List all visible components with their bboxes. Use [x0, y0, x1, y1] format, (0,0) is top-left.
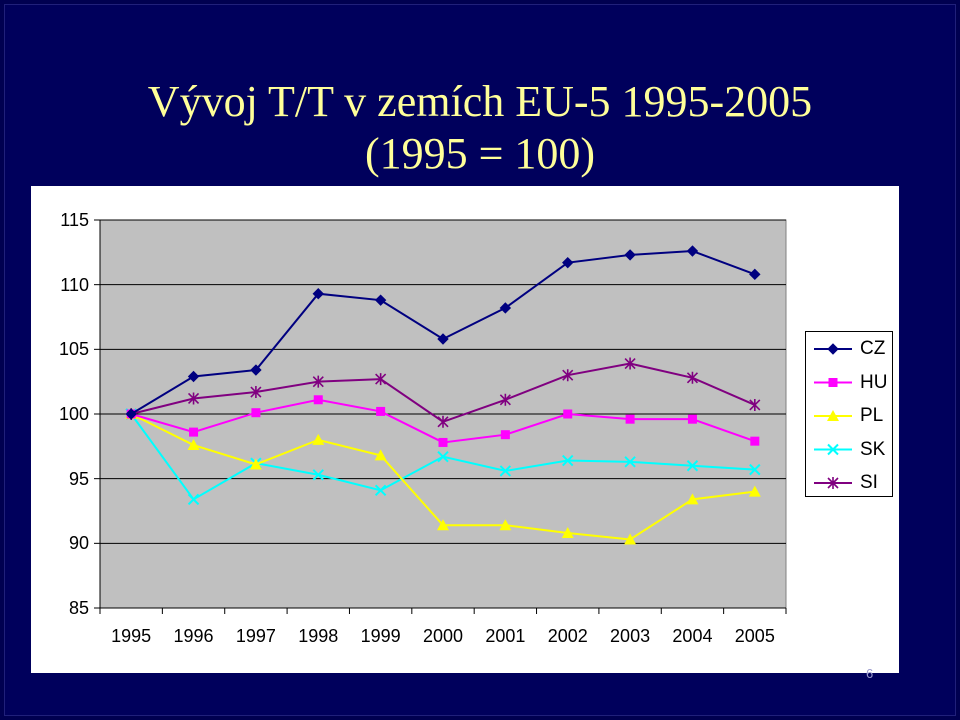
data-point: [563, 409, 573, 419]
data-point: [561, 526, 574, 538]
data-point: [499, 465, 512, 477]
legend-swatch-si: [814, 477, 852, 489]
y-tick-label: 95: [68, 468, 89, 489]
series-cz: [125, 245, 761, 420]
legend-swatches: [814, 343, 852, 489]
data-point: [500, 430, 510, 440]
series-sk: [125, 408, 761, 506]
data-point: [624, 533, 637, 545]
legend-swatch-sk: [814, 443, 852, 456]
data-point: [312, 288, 324, 300]
data-point: [562, 256, 574, 269]
data-point: [624, 357, 636, 370]
legend-label-si: SI: [860, 472, 878, 493]
data-point: [374, 449, 387, 461]
x-tick-label: 1995: [111, 626, 152, 646]
data-point: [827, 443, 839, 456]
data-point: [749, 398, 761, 411]
data-point: [437, 519, 449, 531]
data-point: [375, 373, 387, 386]
data-point: [686, 371, 699, 384]
data-point: [125, 408, 137, 420]
data-point: [187, 392, 200, 405]
data-point: [562, 369, 574, 382]
data-point: [750, 436, 760, 446]
x-tick-label: 2001: [485, 626, 526, 646]
y-tick-label: 90: [68, 533, 89, 554]
data-point: [187, 439, 200, 451]
data-point: [437, 333, 449, 345]
slide-title: Vývoj T/T v zemích EU-5 1995-2005 (1995 …: [0, 76, 960, 180]
data-point: [250, 364, 262, 376]
data-point: [749, 463, 761, 476]
data-point: [827, 343, 839, 355]
y-tick-label: 110: [60, 274, 89, 295]
data-point: [249, 458, 262, 470]
data-point: [625, 414, 635, 424]
x-tick-label: 2005: [734, 626, 775, 646]
data-point: [827, 477, 839, 489]
data-point: [312, 433, 325, 445]
chart-legend: CZ HU PL SK SI: [805, 331, 893, 497]
series-si: [125, 357, 761, 428]
data-point: [374, 484, 387, 497]
x-tick-label: 1998: [298, 626, 339, 646]
y-tick-label: 100: [58, 404, 89, 424]
data-point: [250, 386, 262, 399]
y-tick-label: 85: [68, 598, 89, 618]
legend-label-hu: HU: [860, 371, 888, 393]
x-tick-label: 1996: [173, 626, 214, 646]
data-point: [686, 245, 699, 257]
legend-swatch-hu: [814, 378, 852, 387]
x-tick-label: 2000: [422, 626, 464, 646]
data-point: [827, 410, 839, 421]
data-point: [437, 415, 449, 428]
data-point: [499, 302, 512, 314]
data-point: [187, 493, 200, 506]
title-line-1: Vývoj T/T v zemích EU-5 1995-2005: [147, 77, 813, 126]
legend-label-sk: SK: [860, 438, 886, 460]
page-number: 6: [866, 666, 874, 681]
x-tick-label: 1999: [360, 626, 401, 646]
data-point: [312, 375, 324, 388]
legend-swatch-pl: [814, 410, 852, 421]
data-point: [313, 395, 323, 405]
data-point: [687, 414, 697, 424]
data-point: [624, 249, 636, 261]
x-tick-label: 1997: [235, 626, 276, 646]
legend-swatch-cz: [814, 343, 852, 355]
data-point: [748, 485, 761, 497]
data-point: [376, 406, 386, 416]
data-point: [686, 493, 699, 505]
data-point: [251, 408, 261, 418]
legend-label-pl: PL: [860, 405, 884, 426]
data-point: [749, 268, 761, 281]
data-point: [187, 370, 200, 383]
data-point: [562, 454, 574, 467]
data-point: [828, 378, 838, 387]
data-point: [437, 450, 449, 463]
data-point: [438, 437, 448, 447]
legend-label-cz: CZ: [860, 338, 886, 359]
data-point: [499, 519, 512, 531]
title-line-2: (1995 = 100): [364, 129, 596, 178]
x-tick-label: 2002: [547, 626, 588, 646]
x-tick-label: 2003: [610, 626, 651, 646]
data-point: [312, 469, 324, 481]
data-point: [624, 456, 636, 468]
y-tick-label: 115: [60, 210, 89, 230]
data-point: [374, 294, 387, 306]
y-tick-label: 105: [58, 339, 89, 360]
x-tick-label: 2004: [672, 626, 713, 646]
data-point: [189, 427, 199, 437]
data-point: [499, 393, 511, 406]
data-point: [686, 460, 699, 472]
